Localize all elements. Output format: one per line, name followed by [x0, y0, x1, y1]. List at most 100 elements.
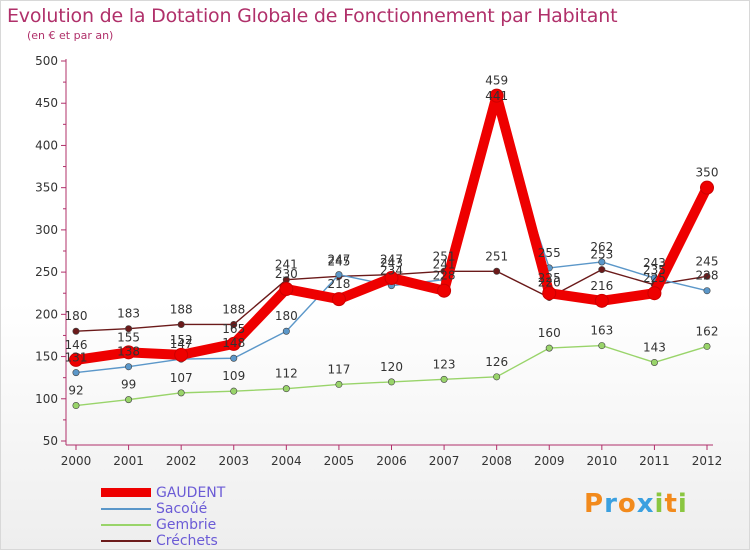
data-point-gembrie [387, 378, 395, 386]
data-label-gaudent: 243 [380, 256, 403, 270]
legend-swatch-crechets [101, 540, 151, 542]
data-point-gembrie [545, 344, 553, 352]
y-tick-label: 300 [35, 223, 58, 237]
data-label-gembrie: 112 [275, 367, 298, 381]
data-label-sacoue: 147 [170, 337, 193, 351]
data-label-crechets: 245 [696, 254, 719, 268]
data-label-crechets: 241 [275, 258, 298, 272]
data-label-gembrie: 143 [643, 340, 666, 354]
y-tick-label: 200 [35, 307, 58, 321]
data-label-gembrie: 160 [538, 326, 561, 340]
data-label-gaudent: 165 [222, 322, 245, 336]
data-point-crechets [493, 267, 501, 275]
x-tick-label: 2012 [692, 454, 723, 468]
data-label-gaudent: 225 [538, 271, 561, 285]
data-point-sacoue [125, 363, 133, 371]
data-label-gaudent: 230 [275, 267, 298, 281]
data-point-gaudent [384, 271, 399, 286]
data-label-gaudent: 155 [117, 330, 140, 344]
data-label-sacoue: 262 [590, 240, 613, 254]
data-label-sacoue: 234 [380, 264, 403, 278]
data-point-gembrie [493, 373, 501, 381]
x-tick-label: 2003 [218, 454, 249, 468]
data-point-gembrie [598, 342, 606, 350]
x-tick-label: 2009 [534, 454, 565, 468]
data-label-sacoue: 228 [696, 269, 719, 283]
data-label-gaudent: 218 [327, 277, 350, 291]
data-point-crechets [177, 320, 185, 328]
x-tick-label: 2000 [61, 454, 92, 468]
data-point-gembrie [440, 375, 448, 383]
y-tick-label: 100 [35, 392, 58, 406]
data-point-sacoue [282, 327, 290, 335]
y-tick-label: 350 [35, 181, 58, 195]
data-label-crechets: 183 [117, 307, 140, 321]
x-tick-label: 2008 [481, 454, 512, 468]
x-tick-label: 2004 [271, 454, 302, 468]
data-label-sacoue: 255 [538, 246, 561, 260]
data-point-gaudent [437, 283, 452, 298]
data-label-gembrie: 163 [590, 324, 613, 338]
data-label-sacoue: 241 [433, 258, 456, 272]
x-tick-label: 2010 [587, 454, 618, 468]
data-label-sacoue: 180 [275, 309, 298, 323]
data-point-crechets [598, 266, 606, 274]
data-point-crechets [230, 320, 238, 328]
logo-letter: o [617, 489, 637, 519]
y-tick-label: 150 [35, 350, 58, 364]
y-tick-label: 250 [35, 265, 58, 279]
data-point-gaudent [226, 336, 241, 351]
logo-letter: P [584, 489, 605, 519]
data-label-sacoue: 247 [327, 253, 350, 267]
y-tick-label: 400 [35, 138, 58, 152]
legend-swatch-gaudent [101, 488, 151, 497]
data-point-gembrie [703, 342, 711, 350]
data-point-crechets [703, 272, 711, 280]
data-label-gembrie: 117 [327, 362, 350, 376]
data-label-crechets: 188 [170, 302, 193, 316]
data-point-sacoue [230, 354, 238, 362]
legend-label-gembrie: Gembrie [156, 517, 217, 533]
data-label-crechets: 251 [485, 249, 508, 263]
data-label-crechets: 180 [65, 309, 88, 323]
data-label-gembrie: 92 [68, 384, 83, 398]
chart-subtitle: (en € et par an) [27, 29, 114, 42]
data-label-crechets: 251 [433, 249, 456, 263]
data-point-gaudent [489, 88, 504, 103]
legend-swatch-sacoue [101, 508, 151, 510]
data-label-crechets: 245 [327, 254, 350, 268]
data-point-gaudent [121, 345, 136, 360]
data-point-sacoue [703, 287, 711, 295]
data-point-sacoue [335, 271, 343, 279]
data-point-gaudent [69, 352, 83, 367]
data-point-gaudent [331, 292, 346, 307]
data-label-sacoue: 138 [117, 345, 140, 359]
data-label-gaudent: 152 [170, 333, 193, 347]
chart-title: Evolution de la Dotation Globale de Fonc… [7, 5, 618, 27]
x-tick-label: 2002 [166, 454, 197, 468]
logo-letter: i [654, 489, 665, 519]
data-point-gembrie [177, 389, 185, 397]
data-label-sacoue: 243 [643, 256, 666, 270]
x-tick-label: 2001 [113, 454, 144, 468]
data-point-gaudent [542, 286, 557, 301]
data-label-crechets: 247 [380, 253, 403, 267]
legend-swatch-gembrie [101, 524, 151, 526]
y-tick-label: 50 [43, 434, 58, 448]
data-label-crechets: 220 [538, 275, 561, 289]
data-point-gembrie [282, 385, 290, 393]
y-tick-label: 450 [35, 96, 58, 110]
data-label-gembrie: 126 [485, 355, 508, 369]
data-label-gaudent: 225 [643, 271, 666, 285]
data-label-gaudent: 146 [65, 338, 88, 352]
data-label-gembrie: 99 [121, 378, 136, 392]
data-point-crechets [72, 327, 80, 335]
data-label-gembrie: 120 [380, 360, 403, 374]
data-point-gaudent [647, 286, 662, 301]
legend-label-gaudent: GAUDENT [156, 485, 226, 501]
data-point-gembrie [335, 380, 343, 388]
data-point-gaudent [279, 282, 294, 296]
data-label-crechets: 235 [643, 263, 666, 277]
